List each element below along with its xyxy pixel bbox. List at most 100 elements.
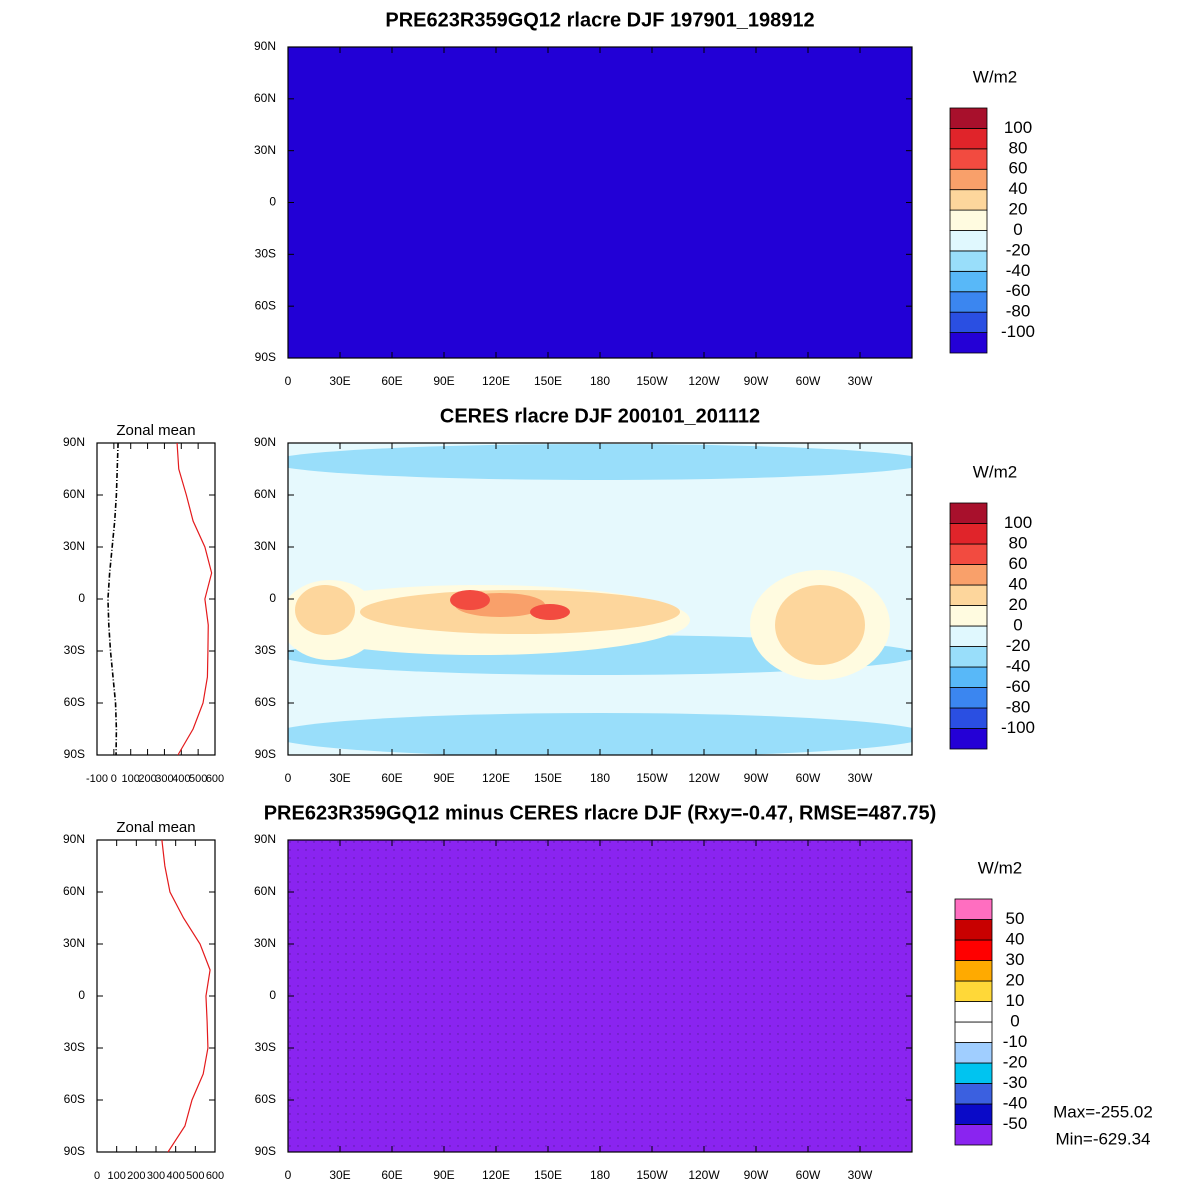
colorbar-label: 40 [1006,929,1025,948]
colorbar-label: -20 [1006,636,1031,655]
colorbar-label: -40 [1006,656,1031,675]
map-region [295,585,355,635]
y-tick-label: 30N [254,143,276,157]
x-tick-label: 90E [433,771,454,785]
zonal-line [107,442,119,756]
x-tick-label: 200 [138,773,156,785]
x-tick-label: 180 [590,1168,610,1182]
x-tick-label: 30W [848,1168,873,1182]
colorbar-box [949,332,988,354]
x-tick-label: 60E [381,374,402,388]
x-tick-label: 60W [796,1168,821,1182]
colorbar-box [949,687,988,709]
colorbar-box [949,148,988,170]
colorbar-box [949,564,988,586]
colorbar-box [949,728,988,750]
x-tick-label: 120E [482,1168,510,1182]
colorbar-label: 10 [1006,991,1025,1010]
colorbar-box [949,128,988,150]
y-tick-label: 60N [254,884,276,898]
chart-title: Zonal mean [116,819,195,836]
y-tick-label: 90N [254,39,276,53]
y-tick-label: 0 [269,988,276,1002]
colorbar-label: -20 [1003,1052,1028,1071]
x-tick-label: 100 [107,1170,125,1182]
x-tick-label: 600 [206,1170,224,1182]
colorbar-label: 40 [1009,179,1028,198]
map-pattern [288,444,912,755]
colorbar-box [949,666,988,688]
plot-frame [287,442,913,756]
x-tick-label: -100 [86,773,108,785]
colorbar-label: -80 [1006,302,1031,321]
colorbar-label: -40 [1003,1093,1028,1112]
colorbar-box [949,168,988,191]
colorbar-box [949,107,988,129]
colorbar-box [949,605,988,627]
y-tick-label: 90S [64,747,85,761]
x-tick-label: 30W [848,374,873,388]
colorbar-label: -30 [1003,1073,1028,1092]
colorbar-label: 80 [1009,533,1028,552]
y-tick-label: 60N [63,884,85,898]
y-tick-label: 90N [63,435,85,449]
colorbar-box [954,1021,993,1043]
y-tick-label: 30N [254,936,276,950]
y-tick-label: 90S [255,747,276,761]
y-tick-label: 60S [255,695,276,709]
colorbar-box [954,980,993,1002]
colorbar-title: W/m2 [973,67,1017,86]
x-tick-label: 60W [796,771,821,785]
x-tick-label: 180 [590,374,610,388]
colorbar-label: 20 [1009,200,1028,219]
x-tick-label: 0 [94,1170,100,1182]
colorbar-box [954,1103,993,1125]
x-tick-label: 200 [127,1170,145,1182]
map-region [775,585,865,665]
x-tick-label: 150W [636,374,668,388]
x-tick-label: 30E [329,374,350,388]
colorbar-label: -100 [1001,322,1035,341]
colorbar-label: 20 [1006,970,1025,989]
x-tick-label: 300 [155,773,173,785]
y-tick-label: 30N [63,539,85,553]
colorbar-box [949,230,988,252]
y-tick-label: 60N [63,487,85,501]
x-tick-label: 400 [172,773,190,785]
x-tick-label: 30E [329,771,350,785]
colorbar-label: 50 [1006,909,1025,928]
colorbar-label: 100 [1004,513,1032,532]
colorbar-box [954,960,993,982]
colorbar-box [949,584,988,606]
colorbar-box [954,919,993,941]
y-tick-label: 90N [254,832,276,846]
y-tick-label: 90S [64,1144,85,1158]
colorbar-box [954,898,993,920]
chart-title: Zonal mean [116,422,195,439]
chart-title: PRE623R359GQ12 minus CERES rlacre DJF (R… [264,802,937,824]
y-tick-label: 30S [255,1040,276,1054]
colorbar-box [949,189,988,211]
x-tick-label: 60E [381,1168,402,1182]
x-tick-label: 90W [744,374,769,388]
y-tick-label: 30N [63,936,85,950]
colorbar-label: 80 [1009,138,1028,157]
y-tick-label: 0 [269,195,276,209]
x-tick-label: 30E [329,1168,350,1182]
y-tick-label: 60N [254,91,276,105]
plot-frame [96,839,216,1153]
x-tick-label: 90W [744,771,769,785]
colorbar-label: 30 [1006,950,1025,969]
colorbar-label: -60 [1006,281,1031,300]
chart-title: PRE623R359GQ12 rlacre DJF 197901_198912 [385,9,814,31]
x-tick-label: 150W [636,1168,668,1182]
y-tick-label: 30S [64,643,85,657]
colorbar-box [954,939,993,961]
map-field [288,47,912,358]
x-tick-label: 30W [848,771,873,785]
colorbar-label: 0 [1013,615,1022,634]
x-tick-label: 120W [688,374,720,388]
x-tick-label: 120W [688,771,720,785]
